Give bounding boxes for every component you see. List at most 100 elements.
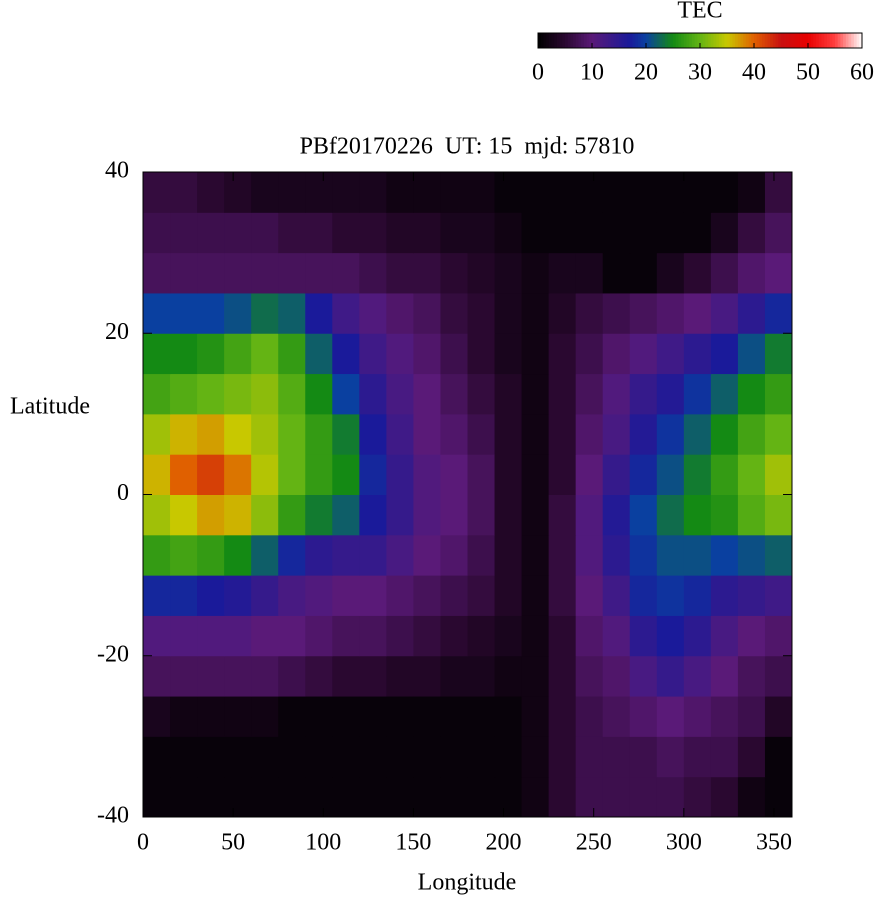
- heat-cell: [602, 413, 631, 455]
- colorbar-label: TEC: [677, 0, 722, 24]
- heat-cell: [521, 655, 550, 697]
- colorbar-segment: [837, 33, 841, 48]
- colorbar-segment: [551, 33, 555, 48]
- heat-cell: [710, 454, 739, 495]
- heat-cell: [197, 655, 225, 697]
- colorbar-segment: [681, 33, 685, 48]
- heat-cell: [656, 373, 685, 415]
- colorbar-segment: [791, 33, 795, 48]
- colorbar-segment: [562, 33, 566, 48]
- heat-cell: [440, 212, 468, 254]
- heat-cell: [224, 454, 252, 495]
- heat-cell: [440, 494, 468, 536]
- heat-cell: [710, 736, 739, 778]
- chart-title: PBf20170226 UT: 15 mjd: 57810: [300, 134, 635, 160]
- heat-cell: [575, 373, 604, 415]
- colorbar-segment: [581, 33, 585, 48]
- colorbar-segment: [586, 33, 590, 48]
- heat-cell: [170, 776, 198, 818]
- heat-cell: [386, 615, 414, 657]
- heat-cell: [332, 494, 360, 536]
- heat-cell: [494, 776, 523, 818]
- heat-cell: [413, 252, 441, 294]
- colorbar-segment: [724, 33, 728, 48]
- colorbar-segment: [786, 33, 790, 48]
- heat-cell: [494, 252, 523, 294]
- heat-cell: [710, 252, 739, 294]
- heat-cell: [386, 655, 414, 697]
- heat-cell: [278, 736, 306, 778]
- heat-cell: [413, 413, 441, 455]
- heat-cell: [413, 292, 441, 334]
- heat-cell: [494, 534, 523, 576]
- heat-cell: [683, 292, 712, 334]
- heat-cell: [602, 172, 631, 213]
- colorbar-segment: [548, 33, 552, 48]
- colorbar-segment: [718, 33, 723, 48]
- heat-cell: [467, 252, 496, 294]
- heat-cell: [278, 292, 306, 334]
- heat-cell: [521, 534, 550, 576]
- heat-cell: [494, 696, 523, 737]
- heat-cell: [305, 373, 333, 415]
- heat-cell: [305, 252, 333, 294]
- heat-cell: [602, 252, 631, 294]
- heat-cell: [548, 575, 577, 616]
- heat-cell: [467, 292, 496, 334]
- heat-cell: [305, 454, 333, 495]
- heat-cell: [764, 413, 793, 455]
- heat-cell: [548, 413, 577, 455]
- heat-cell: [467, 655, 496, 697]
- heat-cell: [683, 776, 712, 818]
- heat-cell: [224, 534, 252, 576]
- heat-cell: [386, 454, 414, 495]
- heat-cell: [440, 454, 468, 495]
- heat-cell: [305, 534, 333, 576]
- heat-cell: [548, 252, 577, 294]
- heat-cell: [332, 534, 360, 576]
- heat-cell: [359, 333, 387, 375]
- heat-cell: [764, 575, 793, 616]
- y-tick-label: 0: [117, 480, 129, 506]
- heat-cell: [305, 615, 333, 657]
- heat-cell: [143, 736, 171, 778]
- heat-cell: [764, 696, 793, 737]
- heat-cell: [467, 494, 496, 536]
- colorbar-segment: [821, 33, 825, 48]
- heat-cell: [413, 696, 441, 737]
- heat-cell: [278, 333, 306, 375]
- heat-cell: [386, 736, 414, 778]
- heat-cell: [305, 736, 333, 778]
- heat-cell: [629, 575, 658, 616]
- heat-cell: [440, 333, 468, 375]
- colorbar-segment: [767, 33, 771, 48]
- heat-cell: [737, 655, 766, 697]
- heat-cell: [197, 172, 225, 213]
- heat-cell: [467, 776, 496, 818]
- heat-cell: [251, 373, 279, 415]
- heat-cell: [197, 696, 225, 737]
- heat-cell: [764, 172, 793, 213]
- colorbar-segment: [848, 33, 852, 48]
- heat-cell: [548, 534, 577, 576]
- colorbar-segment: [627, 33, 631, 48]
- colorbar-segment: [640, 33, 644, 48]
- heat-cell: [413, 575, 441, 616]
- colorbar-tick-label: 50: [796, 60, 820, 86]
- colorbar-segment: [594, 33, 598, 48]
- heat-cell: [251, 575, 279, 616]
- heat-cell: [413, 454, 441, 495]
- x-tick-label: 50: [221, 830, 245, 856]
- colorbar-segment: [559, 33, 563, 48]
- heat-cell: [170, 172, 198, 213]
- heat-cell: [143, 333, 171, 375]
- heat-cell: [278, 252, 306, 294]
- heat-cell: [683, 494, 712, 536]
- heat-cell: [278, 575, 306, 616]
- heat-cell: [224, 413, 252, 455]
- heat-cell: [629, 696, 658, 737]
- heat-cell: [359, 292, 387, 334]
- colorbar-segment: [613, 33, 617, 48]
- heat-cell: [710, 292, 739, 334]
